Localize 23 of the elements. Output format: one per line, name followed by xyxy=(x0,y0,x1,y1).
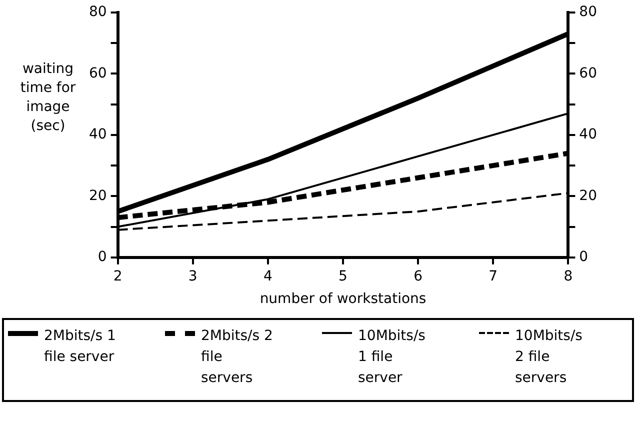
legend-label: 10Mbits/s 2 file servers xyxy=(515,327,584,388)
y2-tick-label: 80 xyxy=(579,4,598,20)
legend-label: 2Mbits/s 2 file servers xyxy=(201,327,273,388)
x-axis-title: number of workstations xyxy=(260,291,426,308)
y2-tick-label: 40 xyxy=(579,126,598,143)
y-tick-label: 60 xyxy=(88,65,107,82)
x-tick-label: 7 xyxy=(488,268,498,284)
y-tick-label: 20 xyxy=(88,188,107,204)
x-tick-label: 2 xyxy=(113,268,122,284)
y-tick-label: 0 xyxy=(98,249,107,266)
x-tick-label: 4 xyxy=(263,268,272,284)
x-tick-label: 5 xyxy=(338,268,348,284)
y2-tick-label: 20 xyxy=(579,188,598,204)
x-tick-label: 3 xyxy=(188,268,198,284)
y-tick-label: 40 xyxy=(88,126,107,143)
y2-tick-label: 0 xyxy=(579,249,588,266)
x-tick-label: 6 xyxy=(414,268,423,284)
y2-tick-label: 60 xyxy=(579,65,598,82)
legend-label: 10Mbits/s 1 file server xyxy=(358,327,426,388)
legend-label: 2Mbits/s 1 file server xyxy=(44,327,116,367)
y-tick-label: 80 xyxy=(88,4,107,20)
x-tick-label: 8 xyxy=(564,268,573,284)
y-axis-title: waiting time for image (sec) xyxy=(19,60,77,136)
